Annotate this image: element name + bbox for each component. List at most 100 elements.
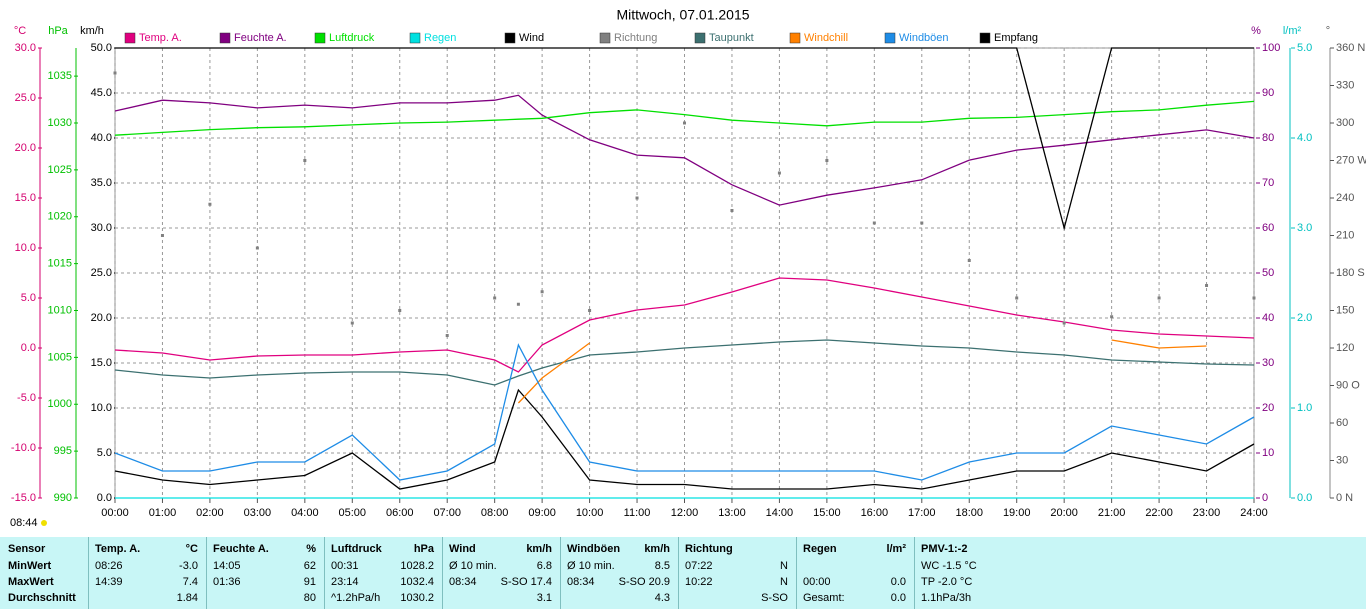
- legend-swatch: [694, 32, 706, 44]
- x-tick-label: 04:00: [291, 507, 319, 519]
- y-tick-label: 30.0: [15, 42, 36, 54]
- y-tick-label: -10.0: [11, 442, 36, 454]
- legend-label: Temp. A.: [139, 32, 182, 44]
- y-tick-label: 15.0: [15, 192, 36, 204]
- separator: [560, 537, 561, 609]
- cell-value: 1032.4: [400, 576, 434, 588]
- x-tick-label: 10:00: [576, 507, 604, 519]
- cell-value: N: [780, 576, 788, 588]
- cursor-marker: [41, 520, 47, 526]
- cell-value: 3.1: [536, 592, 552, 604]
- cell-value: 1028.2: [400, 560, 434, 572]
- x-tick-label: 21:00: [1098, 507, 1126, 519]
- y-tick-label: 1030: [48, 117, 72, 129]
- x-tick-label: 13:00: [718, 507, 746, 519]
- cell-value: 62: [303, 560, 316, 572]
- cell-value: 6.8: [536, 560, 552, 572]
- y-tick-label: 360 N: [1336, 42, 1365, 54]
- column-unit: km/h: [526, 543, 552, 555]
- y-tick-label: 1010: [48, 304, 72, 316]
- x-tick-label: 06:00: [386, 507, 414, 519]
- chart: Mittwoch, 07.01.2015 08:44 00:00 01:00 02:…: [10, 7, 1366, 529]
- cell: 01:36: [213, 576, 241, 588]
- x-tick-label: 00:00: [101, 507, 129, 519]
- direction-dot: [1015, 296, 1019, 300]
- y-tick-label: 50: [1262, 267, 1274, 279]
- direction-dot: [1252, 296, 1256, 300]
- column-title: Regen: [803, 543, 837, 555]
- cell: 1.1hPa/3h: [921, 592, 972, 604]
- row-label: Durchschnitt: [8, 592, 76, 604]
- cell: Ø 10 min.: [449, 560, 497, 572]
- x-tick-label: 11:00: [624, 507, 651, 519]
- cell-value: 0.0: [890, 592, 906, 604]
- column-title: Temp. A.: [95, 543, 141, 555]
- x-tick-label: 22:00: [1145, 507, 1173, 519]
- separator: [206, 537, 207, 609]
- y-tick-label: 35.0: [91, 177, 112, 189]
- direction-dot: [588, 309, 592, 312]
- y-tick-label: 60: [1262, 222, 1274, 234]
- x-tick-label: 23:00: [1193, 507, 1221, 519]
- cell-value: S-SO 17.4: [500, 576, 552, 588]
- y-tick-label: 240: [1336, 192, 1354, 204]
- separator: [88, 537, 89, 609]
- column-title: PMV-1:-2: [921, 543, 968, 555]
- direction-dot: [1110, 315, 1114, 319]
- y-tick-label: 45.0: [91, 87, 112, 99]
- cell-value: 7.4: [182, 576, 198, 588]
- row-label: MinWert: [8, 560, 52, 572]
- x-tick-label: 09:00: [528, 507, 556, 519]
- separator: [914, 537, 915, 609]
- column-unit: l/m²: [886, 543, 906, 555]
- y-tick-label: 5.0: [1297, 42, 1312, 54]
- y-tick-label: 0.0: [97, 492, 112, 504]
- cell: 00:00: [803, 576, 831, 588]
- axis-title: l/m²: [1283, 25, 1302, 37]
- y-tick-label: 990: [54, 492, 72, 504]
- cell: TP -2.0 °C: [921, 576, 973, 588]
- y-tick-label: 120: [1336, 342, 1354, 354]
- column-title: Windböen: [567, 543, 621, 555]
- y-tick-label: 80: [1262, 132, 1274, 144]
- y-tick-label: 20.0: [91, 312, 112, 324]
- separator: [678, 537, 679, 609]
- y-tick-label: 1020: [48, 211, 72, 223]
- x-tick-label: 15:00: [813, 507, 841, 519]
- direction-dot: [1157, 296, 1161, 300]
- y-tick-label: 25.0: [91, 267, 112, 279]
- legend-label: Feuchte A.: [234, 32, 287, 44]
- cell-value: 1030.2: [400, 592, 434, 604]
- cursor-time: 08:44: [10, 517, 38, 529]
- y-tick-label: 4.0: [1297, 132, 1312, 144]
- y-tick-label: 270 W: [1336, 154, 1366, 166]
- separator: [796, 537, 797, 609]
- y-tick-label: 0 N: [1336, 492, 1353, 504]
- legend-label: Windböen: [899, 32, 949, 44]
- cell-value: 4.3: [654, 592, 670, 604]
- separator: [442, 537, 443, 609]
- direction-dot: [350, 321, 354, 325]
- cell: 14:05: [213, 560, 241, 572]
- legend-swatch: [789, 32, 801, 44]
- y-tick-label: 90 O: [1336, 379, 1360, 391]
- y-tick-label: 1015: [48, 258, 72, 270]
- x-tick-label: 12:00: [671, 507, 699, 519]
- legend-label: Richtung: [614, 32, 657, 44]
- legend-swatch: [979, 32, 991, 44]
- cell-value: 80: [303, 592, 316, 604]
- y-tick-label: 20: [1262, 402, 1274, 414]
- y-tick-label: 10.0: [91, 402, 112, 414]
- direction-dot: [1205, 284, 1209, 287]
- direction-dot: [208, 202, 212, 206]
- y-tick-label: 10.0: [15, 242, 36, 254]
- x-tick-label: 17:00: [908, 507, 936, 519]
- cell-value: 0.0: [890, 576, 906, 588]
- y-tick-label: 1005: [48, 351, 72, 363]
- y-tick-label: 30: [1262, 357, 1274, 369]
- direction-dot: [255, 246, 259, 250]
- y-tick-label: 70: [1262, 177, 1274, 189]
- column-unit: °C: [185, 543, 198, 555]
- direction-dot: [516, 302, 520, 306]
